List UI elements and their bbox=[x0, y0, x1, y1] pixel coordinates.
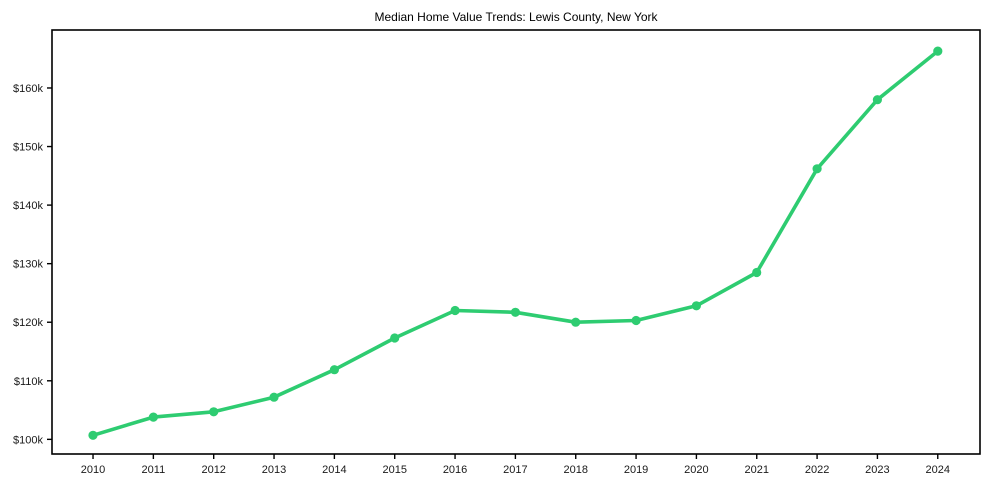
plot-frame bbox=[51, 29, 981, 455]
data-point bbox=[269, 392, 279, 402]
x-tick-label: 2016 bbox=[443, 464, 467, 476]
plot-area: $100k $110k $120k $130k $140k $150k $160k 2010 2… bbox=[13, 29, 981, 476]
y-tick-label: $120k bbox=[13, 317, 43, 329]
chart-title: Median Home Value Trends: Lewis County, … bbox=[374, 10, 658, 24]
x-tick-label: 2024 bbox=[926, 464, 950, 476]
data-point bbox=[812, 164, 822, 174]
data-point bbox=[209, 407, 219, 417]
data-point bbox=[390, 333, 400, 343]
y-tick-label: $110k bbox=[14, 376, 44, 388]
y-tick-label: $160k bbox=[13, 83, 43, 95]
y-tick-label: $150k bbox=[13, 142, 43, 154]
x-tick-label: 2018 bbox=[563, 464, 587, 476]
y-tick-label: $130k bbox=[13, 259, 43, 271]
x-tick-label: 2017 bbox=[503, 464, 527, 476]
x-tick-label: 2015 bbox=[382, 464, 406, 476]
data-point bbox=[450, 305, 460, 316]
data-point bbox=[933, 46, 943, 56]
data-point bbox=[329, 365, 339, 375]
x-tick-label: 2014 bbox=[322, 464, 346, 476]
data-point bbox=[510, 307, 520, 317]
data-point bbox=[691, 301, 702, 311]
x-tick-label: 2011 bbox=[142, 464, 166, 476]
x-tick-label: 2010 bbox=[81, 464, 105, 476]
data-point bbox=[148, 412, 158, 422]
data-point bbox=[571, 317, 581, 327]
data-point bbox=[752, 267, 762, 278]
data-point bbox=[631, 315, 641, 326]
data-point bbox=[88, 430, 98, 440]
x-tick-label: 2020 bbox=[684, 464, 708, 476]
x-tick-label: 2022 bbox=[805, 464, 829, 476]
x-tick-label: 2019 bbox=[624, 464, 648, 476]
data-point bbox=[872, 95, 883, 105]
x-tick-label: 2021 bbox=[745, 464, 769, 476]
y-tick-label: $100k bbox=[13, 434, 43, 446]
y-tick-label: $140k bbox=[13, 200, 43, 212]
series-line bbox=[91, 49, 940, 438]
x-tick-label: 2023 bbox=[865, 464, 889, 476]
x-tick-label: 2013 bbox=[262, 464, 286, 476]
x-tick-label: 2012 bbox=[201, 464, 225, 476]
